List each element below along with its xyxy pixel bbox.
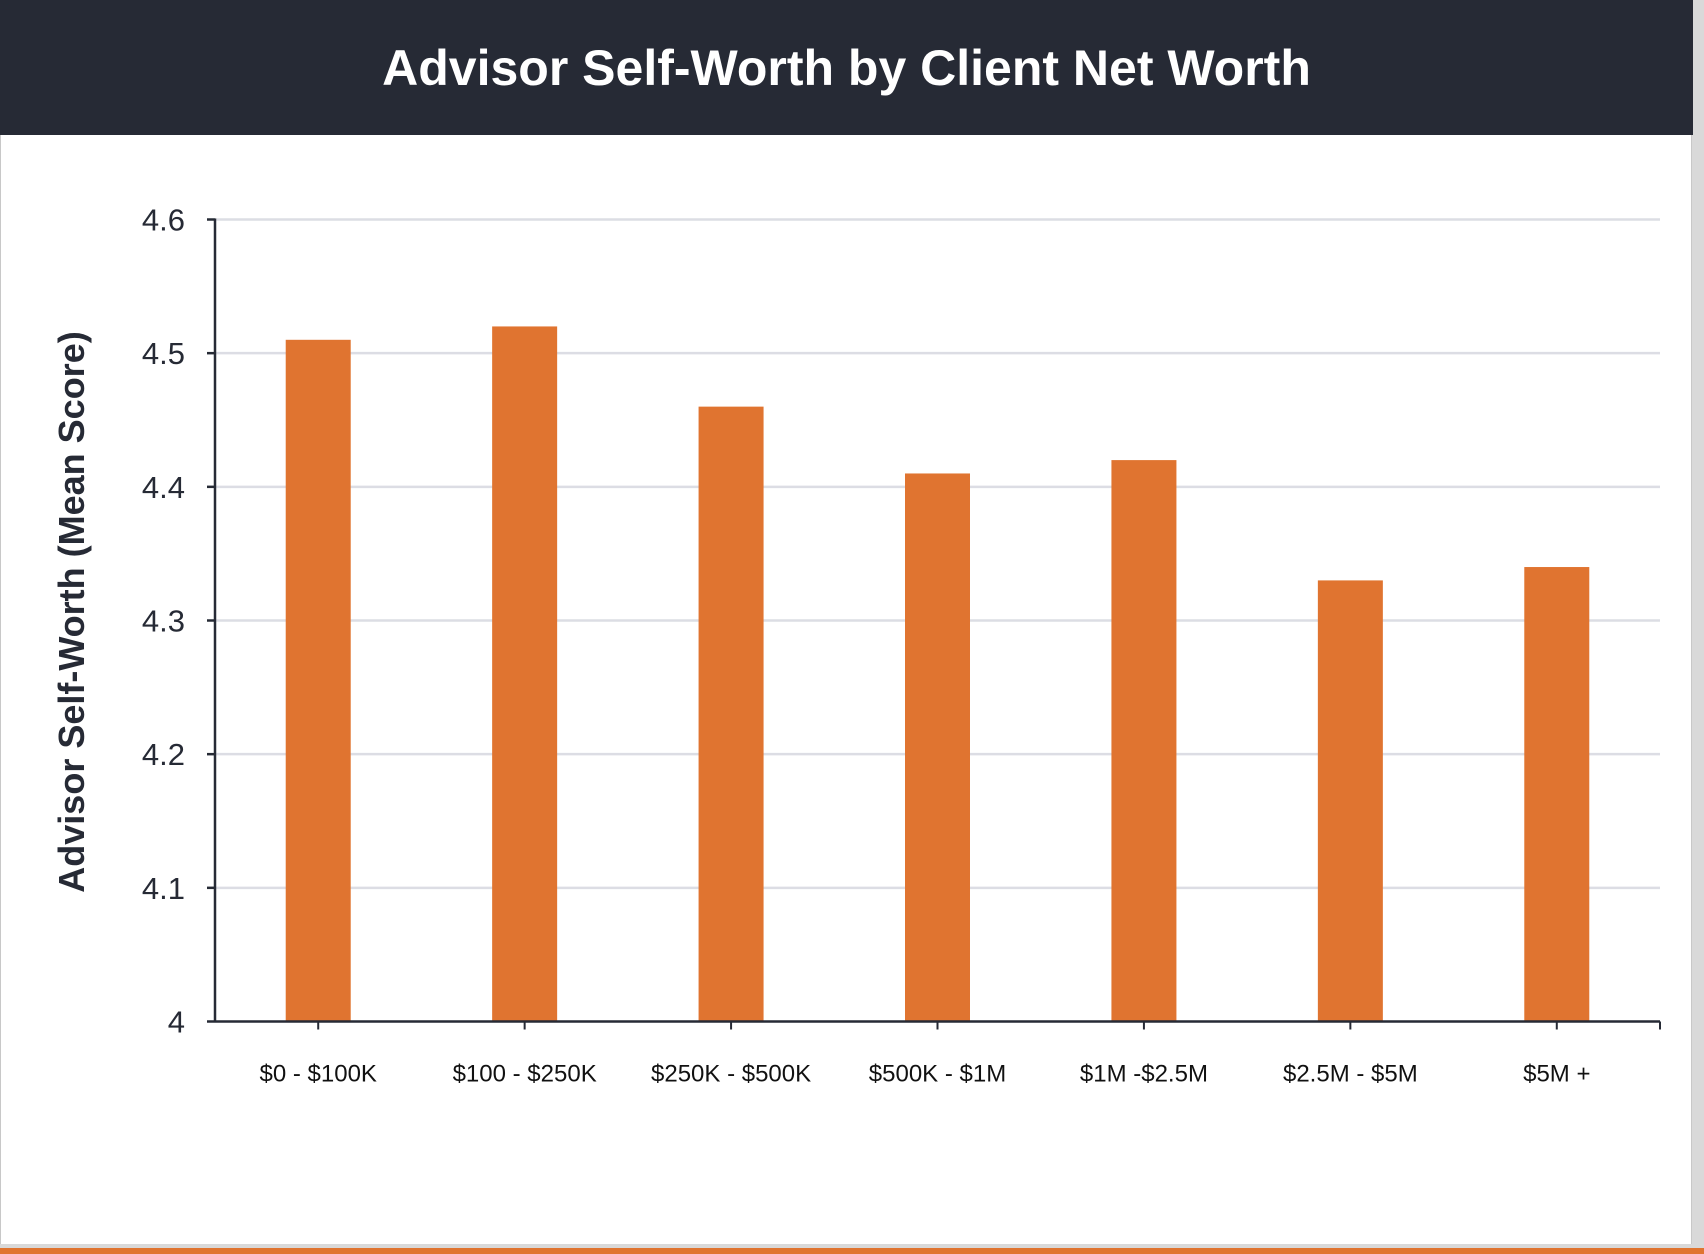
bottom-accent-line — [0, 1248, 1704, 1254]
bar — [285, 339, 351, 1022]
bar — [1524, 567, 1590, 1022]
y-axis-label: Advisor Self-Worth (Mean Score) — [51, 331, 92, 892]
bar — [1111, 460, 1177, 1022]
x-tick-label: $2.5M - $5M — [1283, 1061, 1418, 1088]
x-tick-label: $250K - $500K — [651, 1061, 811, 1088]
bar — [1317, 580, 1383, 1022]
x-tick-label: $5M + — [1523, 1061, 1590, 1088]
y-tick-label: 4.6 — [142, 203, 185, 238]
bar — [905, 473, 970, 1022]
y-tick-label: 4.5 — [142, 336, 185, 371]
x-tick-label: $1M -$2.5M — [1080, 1061, 1208, 1088]
y-tick-label: 4.4 — [142, 470, 185, 505]
chart-title: Advisor Self-Worth by Client Net Worth — [382, 39, 1311, 96]
y-tick-label: 4.1 — [142, 871, 185, 906]
bar — [492, 326, 558, 1022]
x-tick-label: $0 - $100K — [260, 1061, 377, 1088]
x-tick-label: $100 - $250K — [453, 1061, 597, 1088]
y-tick-label: 4 — [168, 1005, 185, 1040]
y-tick-label: 4.2 — [142, 737, 185, 772]
bar — [698, 406, 764, 1022]
y-tick-label: 4.3 — [142, 604, 185, 639]
title-bar: Advisor Self-Worth by Client Net Worth — [0, 0, 1693, 135]
x-tick-label: $500K - $1M — [869, 1061, 1006, 1088]
